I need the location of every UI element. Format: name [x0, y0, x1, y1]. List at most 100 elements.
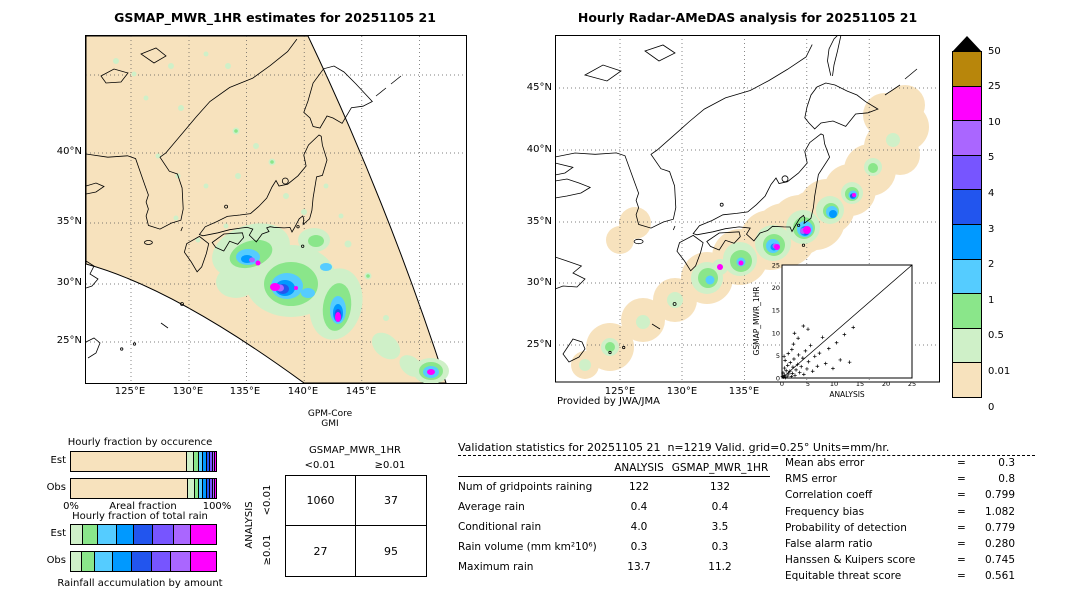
bar-segment: [186, 452, 193, 471]
validation-row: Rain volume (mm km²10⁶) 0.3 0.3: [458, 541, 729, 553]
left-lon-tick-135e: 135°E: [229, 386, 261, 397]
contingency-grid: 1060 37 27 95: [285, 475, 427, 577]
colorbar-blocks: [952, 51, 982, 398]
occurrence-obs-label: Obs: [46, 482, 66, 493]
left-lon-tick-125e: 125°E: [114, 386, 146, 397]
coastlines: [554, 34, 918, 363]
left-lon-tick-140e: 140°E: [287, 386, 319, 397]
precipitation-field: [113, 51, 449, 384]
colorbar-level-label: 2: [988, 259, 995, 271]
inset-ylabel: GSMAP_MWR_1HR: [752, 287, 761, 356]
left-lat-tick-35n: 35°N: [56, 216, 82, 227]
contingency-axis-label: ANALYSIS: [244, 501, 255, 549]
svg-text:25: 25: [772, 262, 780, 270]
left-lon-tick-145e: 145°E: [345, 386, 377, 397]
bar-segment: [111, 552, 131, 571]
right-lon-tick-135e: 135°E: [728, 386, 760, 397]
contingency-title: GSMAP_MWR_1HR: [309, 445, 401, 456]
scatter-points: [780, 324, 856, 380]
right-map-frame: [555, 35, 940, 383]
metric-line: Frequency bias = 1.082: [785, 505, 1015, 518]
colorbar-block: [952, 293, 982, 329]
sensor-annotation-line1: GPM-Core: [307, 409, 353, 419]
data-credit: Provided by JWA/JMA: [557, 396, 660, 407]
svg-text:10: 10: [830, 380, 838, 388]
bar-segment: [187, 479, 194, 498]
validation-col-gsmap: GSMAP_MWR_1HR: [671, 462, 769, 474]
svg-text:20: 20: [882, 380, 890, 388]
svg-text:20: 20: [772, 284, 780, 292]
colorbar-block: [952, 154, 982, 191]
right-lat-tick-30n: 30°N: [526, 277, 552, 288]
occurrence-x-label: Areal fraction: [109, 501, 177, 512]
contingency-divider-v: [355, 476, 356, 576]
bar-segment: [205, 479, 209, 498]
colorbar-level-label: 1: [988, 294, 995, 306]
right-lat-tick-25n: 25°N: [526, 339, 552, 350]
validation-metrics: Mean abs error = 0.3 RMS error = 0.8 Correlati…: [785, 455, 1035, 585]
right-lat-tick-35n: 35°N: [526, 216, 552, 227]
svg-text:5: 5: [806, 380, 810, 388]
occurrence-est-label: Est: [50, 455, 66, 466]
bar-segment: [130, 552, 151, 571]
bar-segment: [94, 552, 112, 571]
precipitation-field: [579, 133, 900, 371]
bar-segment: [71, 525, 83, 544]
contingency-col-header-lt: <0.01: [304, 460, 336, 471]
right-map-svg: 00 5 5 10 10 15 15 20 20 25 25 ANALYSIS GSMAP_MWR_…: [554, 34, 940, 399]
left-map: [85, 35, 467, 384]
bar-segment: [192, 452, 198, 471]
grid-lines: [86, 36, 466, 383]
validation-row: Conditional rain 4.0 3.5: [458, 521, 729, 533]
bar-segment: [71, 452, 187, 471]
svg-text:15: 15: [856, 380, 864, 388]
metric-line: Probability of detection = 0.779: [785, 521, 1015, 534]
bar-segment: [213, 452, 216, 471]
occurrence-obs-bar: [70, 478, 217, 499]
bar-segment: [96, 525, 116, 544]
validation-row: Num of gridpoints raining 122 132: [458, 481, 731, 493]
metric-line: Correlation coeff = 0.799: [785, 489, 1015, 502]
occurrence-chart-title: Hourly fraction by occurence: [67, 437, 213, 448]
bar-segment: [133, 525, 153, 544]
inset-xlabel: ANALYSIS: [829, 390, 865, 399]
colorbar-level-label: 25: [988, 81, 1001, 93]
colorbar: 50 25 10 5 4 3 2 1 0.5 0.01 0: [952, 35, 1062, 425]
coastlines: [85, 38, 402, 359]
colorbar-level-label: 0.5: [988, 330, 1004, 342]
colorbar-level-label: 4: [988, 187, 995, 199]
bar-segment: [213, 479, 216, 498]
colorbar-level-label: 10: [988, 116, 1001, 128]
left-lon-tick-130e: 130°E: [172, 386, 204, 397]
contingency-cell-misses: 27: [313, 544, 328, 558]
colorbar-level-label: 50: [988, 45, 1001, 57]
left-map-svg: [85, 35, 466, 384]
bar-segment: [169, 552, 191, 571]
svg-text:25: 25: [908, 380, 916, 388]
bar-segment: [82, 525, 97, 544]
bar-segment: [202, 452, 206, 471]
bar-segment: [205, 452, 209, 471]
validation-col-analysis: ANALYSIS: [614, 462, 664, 474]
total-rain-caption: Rainfall accumulation by amount: [57, 578, 223, 589]
bar-segment: [115, 525, 134, 544]
svg-text:5: 5: [776, 352, 780, 360]
right-map-title: Hourly Radar-AMeDAS analysis for 2025110…: [577, 10, 918, 25]
colorbar-block: [952, 189, 982, 225]
sensor-annotation-line2: GMI: [321, 419, 339, 429]
contingency-col-header-ge: ≥0.01: [374, 460, 406, 471]
contingency-cell-correct-negatives: 1060: [306, 494, 335, 507]
validation-table-header-row: ANALYSIS GSMAP_MWR_1HR: [458, 462, 770, 477]
colorbar-block: [952, 258, 982, 295]
bar-segment: [172, 525, 191, 544]
colorbar-level-label: 0.01: [988, 365, 1011, 377]
left-lat-tick-30n: 30°N: [56, 277, 82, 288]
colorbar-block: [952, 327, 982, 364]
bar-segment: [152, 525, 173, 544]
validation-header: Validation statistics for 20251105 21 n=…: [458, 441, 890, 454]
left-lat-tick-25n: 25°N: [56, 335, 82, 346]
svg-text:0: 0: [776, 375, 780, 383]
metric-line: RMS error = 0.8: [785, 473, 1015, 486]
scatter-tick-labels: 00 5 5 10 10 15 15 20 20 25 25: [772, 262, 916, 389]
